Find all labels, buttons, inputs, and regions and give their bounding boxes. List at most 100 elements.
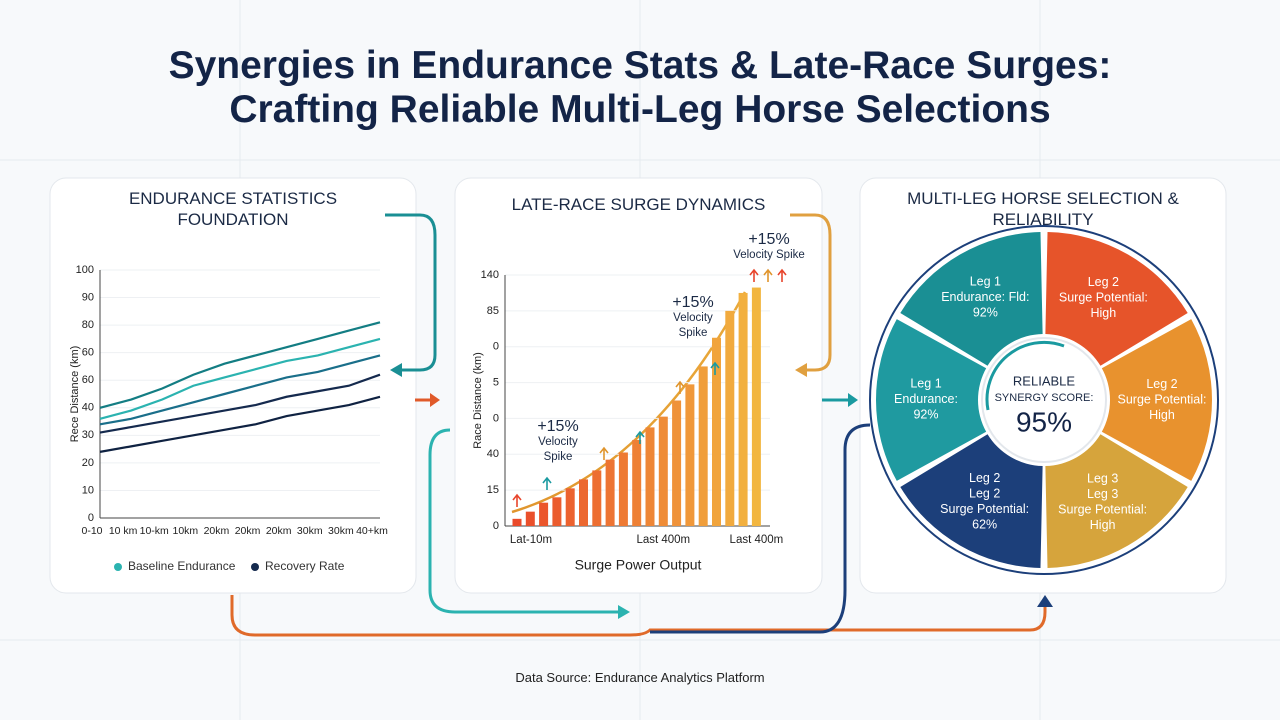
- y-tick-label: 5: [493, 376, 499, 388]
- source: Data Source: Endurance Analytics Platfor…: [515, 670, 765, 685]
- bar: [579, 479, 588, 526]
- y-tick-label: 30: [82, 429, 94, 441]
- title-line: Crafting Reliable Multi-Leg Horse Select…: [229, 88, 1051, 131]
- x-tick-label: 10-km: [140, 525, 169, 537]
- x-tick-label: 20km: [235, 525, 261, 537]
- segment-label: High: [1090, 306, 1116, 320]
- wheel-ring: [869, 225, 1219, 575]
- bar: [525, 511, 535, 526]
- x-tick-label: 30km: [297, 525, 323, 537]
- arrow-icon: [710, 361, 720, 375]
- wheel-segment: [876, 319, 987, 481]
- wheel-segment: [1045, 434, 1188, 568]
- segment-label: Leg 1: [910, 376, 941, 390]
- connectors: [230, 213, 1047, 637]
- wheel-segment: [900, 232, 1043, 366]
- wheel-center: [981, 337, 1107, 463]
- annotation: Velocity Spike: [733, 249, 805, 261]
- bar: [658, 416, 668, 526]
- y-tick-label: 140: [481, 269, 499, 281]
- wheel-segment: [900, 434, 1043, 568]
- segment-label: Leg 2: [1146, 377, 1177, 391]
- arrow-icon: [777, 268, 787, 282]
- annotation: Spike: [679, 327, 708, 339]
- y-tick-label: 90: [82, 291, 94, 303]
- segment-label: Surge Potential:: [940, 502, 1029, 516]
- arrow-icon: [675, 380, 685, 394]
- bar: [605, 459, 615, 526]
- y-tick-label: 85: [487, 305, 499, 317]
- y-axis-label: Race Distance (km): [472, 352, 484, 449]
- segment-label: 62%: [972, 518, 997, 532]
- x-tick-label: 20km: [266, 525, 292, 537]
- arrow-icon: [542, 476, 552, 490]
- segment-label: Surge Potential:: [1059, 290, 1148, 304]
- segment-label: Leg 1: [970, 274, 1001, 288]
- segment-label: 92%: [913, 407, 938, 421]
- center-score: 95%: [1016, 406, 1072, 437]
- bar: [618, 452, 628, 526]
- segment-label: Surge Potential:: [1058, 502, 1147, 516]
- segment-label: Leg 2: [969, 487, 1000, 501]
- line: [99, 354, 381, 426]
- segment-label: Leg 3: [1087, 471, 1118, 485]
- title-line: Synergies in Endurance Stats & Late-Race…: [168, 44, 1112, 87]
- bar: [738, 292, 748, 526]
- segment-label: Leg 3: [1087, 487, 1118, 501]
- panel-title: LATE-RACE SURGE DYNAMICS: [511, 195, 766, 214]
- x-tick-label: 20km: [204, 525, 230, 537]
- segment-label: 92%: [973, 305, 998, 319]
- x-axis-label: Surge Power Output: [575, 557, 702, 573]
- line: [99, 373, 381, 434]
- x-tick-label: Lat-10m: [510, 534, 552, 546]
- y-tick-label: 40: [82, 402, 94, 414]
- y-tick-label: 0: [88, 512, 94, 524]
- y-tick-label: 0: [493, 412, 499, 424]
- center-label: SYNERGY SCORE:: [995, 392, 1094, 404]
- x-tick-label: 0-10: [81, 525, 102, 537]
- x-tick-label: 40+km: [356, 525, 388, 537]
- panel-title: ENDURANCE STATISTICS FOUNDATION: [128, 189, 338, 229]
- bar: [552, 497, 562, 526]
- bar: [725, 310, 735, 526]
- y-tick-label: 60: [82, 374, 94, 386]
- legend-swatch: [251, 563, 259, 571]
- panel-title: MULTI-LEG HORSE SELECTION & RELIABILITY: [907, 189, 1179, 229]
- y-tick-label: 80: [82, 319, 94, 331]
- segment-label: Leg 2: [969, 471, 1000, 485]
- x-tick-label: 30km: [328, 525, 354, 537]
- annotation: +15%: [748, 231, 789, 248]
- legend-label: Baseline Endurance: [128, 559, 236, 573]
- bar: [712, 337, 721, 526]
- y-tick-label: 60: [82, 347, 94, 359]
- arrow-icon: [763, 268, 773, 282]
- segment-label: Endurance: Fld:: [941, 290, 1029, 304]
- arrowheads: [390, 363, 1053, 619]
- segment-label: High: [1149, 408, 1175, 422]
- wheel-segment: [1101, 319, 1212, 481]
- annotation: Velocity: [538, 436, 578, 448]
- y-tick-label: 20: [82, 457, 94, 469]
- arrow-icon: [635, 430, 645, 444]
- segment-label: Leg 2: [1088, 275, 1119, 289]
- y-tick-label: 0: [493, 341, 499, 353]
- line: [99, 337, 381, 420]
- bar: [685, 384, 695, 526]
- x-tick-label: 10 km: [109, 525, 138, 537]
- x-tick-label: Last 400m: [636, 534, 690, 546]
- bar: [565, 488, 575, 526]
- bar: [672, 400, 682, 526]
- annotation: +15%: [672, 294, 713, 311]
- y-tick-label: 10: [82, 484, 94, 496]
- annotation: +15%: [537, 418, 578, 435]
- y-tick-label: 100: [76, 264, 94, 276]
- panel: [49, 177, 417, 594]
- y-axis-label: Rece Distance (km): [69, 346, 81, 443]
- bar: [539, 502, 549, 526]
- arrow-icon: [599, 446, 609, 460]
- y-tick-label: 15: [487, 484, 499, 496]
- x-tick-label: Last 400m: [730, 534, 784, 546]
- x-tick-label: 10km: [172, 525, 198, 537]
